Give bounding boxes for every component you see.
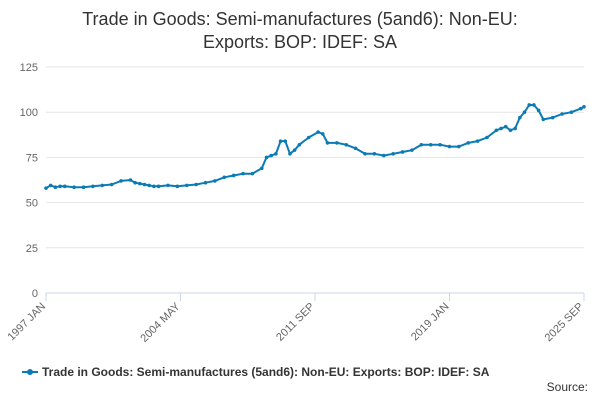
data-point: [582, 104, 586, 109]
data-point: [283, 139, 288, 143]
data-point: [156, 184, 161, 189]
legend-series-marker: [22, 367, 38, 377]
chart-title: Trade in Goods: Semi-manufactures (5and6…: [0, 8, 600, 54]
source-label: Source:: [546, 380, 588, 394]
data-point: [569, 110, 574, 114]
data-point: [518, 115, 522, 120]
data-point: [457, 144, 461, 149]
data-point: [316, 130, 320, 134]
data-point: [81, 185, 86, 190]
data-point: [184, 183, 189, 188]
data-point: [58, 184, 62, 189]
data-point: [536, 108, 541, 113]
data-point: [175, 184, 180, 189]
data-point: [166, 183, 170, 188]
chart-title-line-1: Trade in Goods: Semi-manufactures (5and6…: [82, 9, 518, 29]
data-point: [278, 139, 283, 143]
x-tick-label: 2019 JAN: [409, 301, 452, 344]
data-point: [363, 151, 367, 156]
data-point: [241, 171, 245, 176]
data-point: [147, 183, 152, 188]
data-point: [550, 115, 555, 120]
chart-title-line-2: Exports: BOP: IDEF: SA: [202, 32, 398, 52]
data-point: [44, 186, 48, 190]
data-point: [48, 183, 53, 188]
data-point: [447, 144, 452, 149]
data-point: [213, 179, 217, 183]
data-point: [274, 151, 278, 156]
data-point: [485, 135, 489, 140]
x-tick-label: 2025 SEP: [543, 301, 587, 345]
data-point: [152, 184, 156, 189]
data-point: [532, 103, 536, 107]
data-point: [231, 173, 236, 178]
data-point: [381, 153, 386, 158]
data-point: [306, 135, 311, 140]
data-point: [344, 142, 349, 147]
data-point: [428, 142, 433, 147]
data-point: [527, 103, 532, 107]
data-point: [508, 128, 513, 133]
data-point: [579, 106, 583, 111]
data-point: [325, 141, 330, 145]
data-point: [466, 141, 471, 145]
data-point: [499, 126, 503, 131]
data-point: [119, 179, 123, 183]
x-tick-label: 2011 SEP: [274, 301, 317, 344]
data-point: [410, 148, 414, 152]
data-point: [419, 142, 424, 147]
data-point: [264, 155, 269, 160]
data-point: [335, 141, 339, 145]
data-point: [353, 146, 358, 151]
series-line-0: [45, 104, 585, 189]
data-point: [288, 151, 292, 156]
data-point: [91, 184, 95, 189]
y-tick-label: 125: [20, 62, 38, 74]
data-point: [438, 142, 442, 147]
y-tick-label: 50: [26, 198, 38, 210]
data-point: [109, 182, 114, 187]
data-point: [522, 110, 527, 114]
data-point: [72, 185, 76, 190]
data-point: [541, 117, 546, 122]
data-point: [560, 112, 564, 116]
data-point: [62, 184, 67, 189]
data-point: [372, 151, 377, 156]
data-point: [292, 148, 297, 152]
y-tick-label: 0: [32, 288, 38, 300]
x-tick-label: 2004 MAY: [138, 300, 183, 345]
data-point: [320, 132, 325, 136]
data-point: [513, 126, 517, 131]
data-point: [194, 182, 198, 187]
data-point: [297, 142, 302, 147]
y-tick-label: 25: [26, 243, 38, 255]
legend-item[interactable]: Trade in Goods: Semi-manufactures (5and6…: [22, 365, 489, 379]
legend-series-label: Trade in Goods: Semi-manufactures (5and6…: [42, 365, 490, 379]
y-tick-label: 75: [26, 152, 38, 164]
data-point: [100, 183, 105, 188]
data-point: [203, 180, 208, 185]
data-point: [133, 180, 137, 185]
data-point: [138, 181, 142, 186]
data-point: [391, 151, 395, 156]
data-point: [400, 150, 405, 154]
data-point: [475, 139, 480, 143]
data-point: [494, 128, 499, 133]
y-tick-label: 100: [20, 107, 38, 119]
data-point: [128, 178, 133, 182]
data-point: [260, 166, 264, 171]
x-tick-label: 1997 JAN: [5, 301, 48, 344]
data-point: [250, 171, 255, 176]
data-point: [269, 153, 273, 158]
data-point: [503, 124, 508, 129]
data-point: [142, 182, 147, 187]
data-point: [53, 185, 58, 190]
data-point: [222, 175, 227, 180]
